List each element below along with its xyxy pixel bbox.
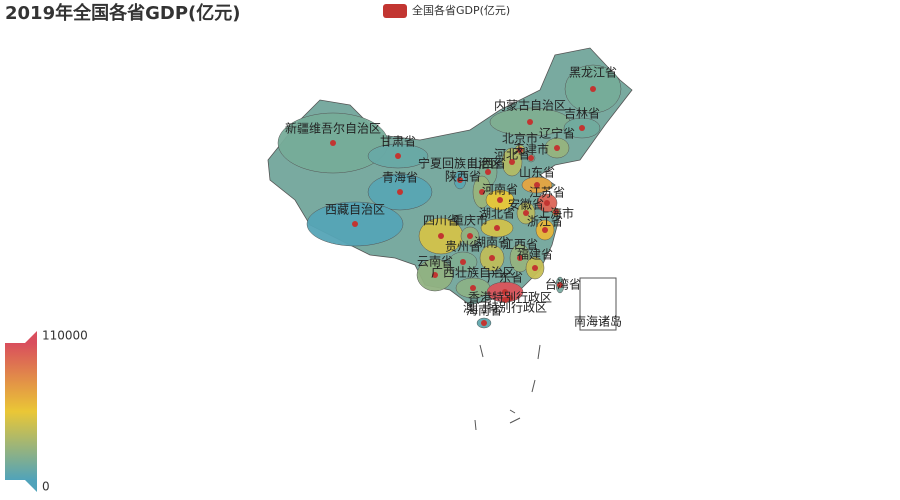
province-label: 山西省 xyxy=(470,157,506,171)
province-label: 山东省 xyxy=(519,166,555,180)
province-dot xyxy=(517,255,523,261)
legend-label: 全国各省GDP(亿元) xyxy=(412,3,510,17)
province-label: 甘肃省 xyxy=(380,135,416,149)
province-dot xyxy=(481,320,487,326)
visual-map-min: 0 xyxy=(42,480,50,494)
province-label: 四川省 xyxy=(423,214,459,228)
province-dot xyxy=(527,119,533,125)
visual-map-bar xyxy=(5,343,37,480)
province-dot xyxy=(532,265,538,271)
province-dot xyxy=(528,155,534,161)
visual-map-max: 110000 xyxy=(42,329,88,343)
province-label: 内蒙古自治区 xyxy=(494,98,566,113)
province-label: 湖南省 xyxy=(474,235,510,250)
province-dot xyxy=(553,209,559,215)
province-label: 澳门特别行政区 xyxy=(463,300,547,315)
province-label: 湖北省 xyxy=(479,206,515,221)
province-dot xyxy=(330,140,336,146)
province-dot xyxy=(534,182,540,188)
legend-swatch xyxy=(383,4,407,18)
province-dot xyxy=(395,153,401,159)
province-dot xyxy=(489,255,495,261)
visual-map-handle-bottom xyxy=(25,480,37,492)
province-label: 河北省 xyxy=(494,148,530,162)
province-dot xyxy=(590,86,596,92)
province-dot xyxy=(579,125,585,131)
province-label: 辽宁省 xyxy=(539,126,575,141)
province-label: 香港特别行政区 xyxy=(468,290,552,305)
province-dot xyxy=(502,297,508,303)
province-label: 江苏省 xyxy=(529,186,565,200)
province-dot xyxy=(507,295,513,301)
province-dot xyxy=(517,147,523,153)
province-label: 新疆维吾尔自治区 xyxy=(285,121,381,136)
province-dot xyxy=(457,177,463,183)
south-sea-box xyxy=(579,277,617,331)
province-label: 福建省 xyxy=(517,247,553,262)
province-label: 海南省 xyxy=(466,303,502,318)
province-dot xyxy=(502,289,508,295)
province-dot xyxy=(479,189,485,195)
province-label: 宁夏回族自治区 xyxy=(418,156,502,171)
province-label: 西藏自治区 xyxy=(325,203,385,217)
province-label: 河南省 xyxy=(482,182,518,197)
province-dot xyxy=(432,272,438,278)
province-label: 重庆市 xyxy=(452,213,488,228)
province-dot xyxy=(554,145,560,151)
chart-title: 2019年全国各省GDP(亿元) xyxy=(5,2,240,24)
province-dot xyxy=(397,189,403,195)
province-label: 天津市 xyxy=(513,142,549,157)
province-dot xyxy=(467,233,473,239)
province-label: 江西省 xyxy=(502,238,538,252)
province-label: 上海市 xyxy=(538,206,574,221)
province-label: 青海省 xyxy=(382,170,418,185)
province-dot xyxy=(542,227,548,233)
province-label: 贵州省 xyxy=(445,240,481,254)
province-dot xyxy=(470,285,476,291)
province-dot xyxy=(485,169,491,175)
province-label: 台湾省 xyxy=(545,277,581,292)
province-label: 广东省 xyxy=(487,271,523,285)
south-sea-label: 南海诸岛 xyxy=(574,314,622,329)
province-label: 浙江省 xyxy=(527,215,563,229)
province-dot xyxy=(438,233,444,239)
province-label: 云南省 xyxy=(417,254,453,269)
province-dot xyxy=(352,221,358,227)
province-dot xyxy=(460,259,466,265)
province-label: 广西壮族自治区 xyxy=(431,266,515,280)
province-label: 陕西省 xyxy=(445,169,481,184)
province-dot xyxy=(497,197,503,203)
province-dot xyxy=(523,210,529,216)
south-sea-islands xyxy=(474,344,541,431)
province-dot xyxy=(544,200,550,206)
visual-map-handle-top xyxy=(25,331,37,343)
province-dot xyxy=(509,159,515,165)
province-label: 北京市 xyxy=(502,131,538,146)
province-label: 吉林省 xyxy=(564,107,600,121)
province-label: 安徽省 xyxy=(508,197,544,212)
province-dot xyxy=(557,282,563,288)
province-dot xyxy=(494,225,500,231)
province-label: 黑龙江省 xyxy=(569,66,617,80)
